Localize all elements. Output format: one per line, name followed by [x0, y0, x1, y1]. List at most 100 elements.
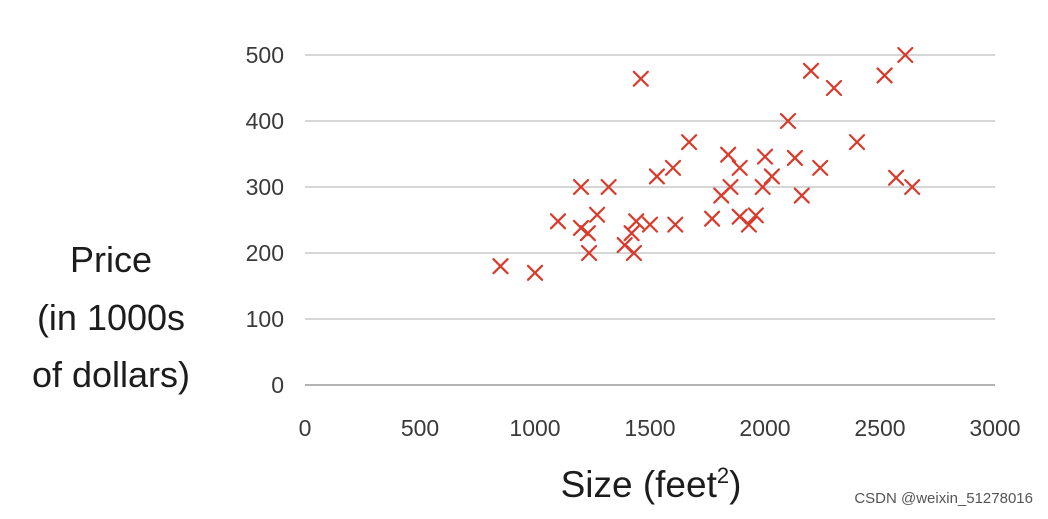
- x-tick-labels: 0 500 1000 1500 2000 2500 3000: [299, 415, 1021, 441]
- data-point: [628, 213, 645, 230]
- data-point: [588, 206, 606, 223]
- data-point-stroke: [572, 219, 590, 237]
- data-point: [632, 70, 649, 87]
- data-point-stroke: [526, 264, 544, 281]
- y-axis-label-line-2: (in 1000s: [37, 297, 185, 338]
- data-point-stroke: [825, 79, 843, 97]
- data-point: [802, 62, 820, 79]
- data-point-stroke: [680, 134, 698, 151]
- data-point: [722, 178, 739, 196]
- x-axis-label-superscript: 2: [717, 463, 729, 488]
- gridlines: [305, 54, 995, 386]
- data-point-stroke: [600, 178, 617, 196]
- x-tick-label-0: 0: [299, 415, 312, 441]
- y-axis-label-line-1: Price: [70, 239, 152, 280]
- data-point-stroke: [897, 46, 914, 64]
- data-point-stroke: [641, 216, 659, 233]
- data-point-stroke: [779, 112, 797, 130]
- data-point: [579, 225, 597, 242]
- y-tick-labels: 0 100 200 300 400 500: [246, 42, 284, 398]
- data-point: [904, 178, 921, 196]
- y-axis-label: Price (in 1000s of dollars): [32, 239, 190, 395]
- data-point: [526, 264, 544, 281]
- data-point: [825, 79, 843, 97]
- data-point: [680, 134, 698, 151]
- data-point-stroke: [786, 149, 804, 167]
- data-point-stroke: [625, 244, 643, 262]
- data-point-stroke: [740, 216, 758, 233]
- data-point-stroke: [492, 258, 509, 275]
- data-point-stroke: [848, 134, 866, 151]
- data-point: [793, 187, 810, 204]
- data-point: [703, 210, 721, 227]
- data-point: [623, 225, 640, 242]
- x-tick-label-2000: 2000: [739, 415, 790, 441]
- data-points: [492, 46, 921, 281]
- data-point-stroke: [667, 216, 684, 233]
- data-point-stroke: [623, 225, 640, 242]
- data-point: [848, 134, 866, 151]
- data-point-stroke: [703, 210, 721, 227]
- x-axis-label-text: Size (feet: [561, 464, 718, 505]
- data-point-stroke: [876, 67, 893, 84]
- data-point: [779, 112, 797, 130]
- data-point-stroke: [756, 148, 774, 165]
- data-point: [763, 168, 781, 185]
- data-point-stroke: [588, 206, 606, 223]
- data-point: [664, 159, 682, 176]
- x-tick-label-1500: 1500: [624, 415, 675, 441]
- x-tick-label-2500: 2500: [854, 415, 905, 441]
- data-point-stroke: [580, 244, 598, 262]
- data-point: [876, 67, 893, 84]
- data-point: [667, 216, 684, 233]
- y-tick-label-400: 400: [246, 108, 284, 134]
- data-point-stroke: [731, 208, 748, 225]
- x-axis-label-close: ): [729, 464, 741, 505]
- data-point: [648, 168, 666, 185]
- data-point-stroke: [747, 207, 764, 224]
- data-point-stroke: [572, 178, 590, 196]
- data-point: [720, 146, 737, 163]
- data-point: [887, 169, 905, 186]
- data-point: [625, 244, 643, 262]
- watermark-text: CSDN @weixin_51278016: [854, 490, 1033, 507]
- data-point-stroke: [579, 225, 597, 242]
- data-point: [756, 148, 774, 165]
- data-point: [572, 178, 590, 196]
- y-tick-label-300: 300: [246, 174, 284, 200]
- data-point-stroke: [812, 159, 829, 176]
- data-point: [549, 213, 567, 230]
- data-point: [786, 149, 804, 167]
- x-tick-label-500: 500: [401, 415, 439, 441]
- data-point: [600, 178, 617, 196]
- data-point: [572, 219, 590, 237]
- data-point: [897, 46, 914, 64]
- data-point-stroke: [549, 213, 567, 230]
- y-tick-label-100: 100: [246, 306, 284, 332]
- data-point-stroke: [793, 187, 810, 204]
- x-tick-label-1000: 1000: [509, 415, 560, 441]
- data-point: [580, 244, 598, 262]
- data-point-stroke: [632, 70, 649, 87]
- data-point: [747, 207, 764, 224]
- data-point: [740, 216, 758, 233]
- data-point: [812, 159, 829, 176]
- data-point-stroke: [887, 169, 905, 186]
- y-tick-label-200: 200: [246, 240, 284, 266]
- y-tick-label-0: 0: [271, 372, 284, 398]
- data-point-stroke: [722, 178, 739, 196]
- data-point-stroke: [720, 146, 737, 163]
- x-tick-label-3000: 3000: [969, 415, 1020, 441]
- data-point-stroke: [731, 159, 748, 176]
- data-point-stroke: [616, 236, 633, 254]
- y-axis-label-line-3: of dollars): [32, 354, 190, 395]
- data-point-stroke: [904, 178, 921, 196]
- data-point-stroke: [763, 168, 781, 185]
- data-point-stroke: [628, 213, 645, 230]
- data-point-stroke: [802, 62, 820, 79]
- data-point-stroke: [664, 159, 682, 176]
- data-point: [492, 258, 509, 275]
- data-point: [641, 216, 659, 233]
- data-point: [731, 159, 748, 176]
